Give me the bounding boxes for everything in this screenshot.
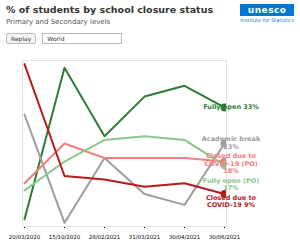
svg-text:Closed due toCOVID-19 9%: Closed due toCOVID-19 9% <box>206 194 257 210</box>
svg-text:20/03/2020: 20/03/2020 <box>9 234 41 240</box>
svg-text:30/06/2021: 30/06/2021 <box>209 234 241 240</box>
html-text:Replay: Replay <box>11 35 32 42</box>
svg-text:31/03/2021: 31/03/2021 <box>129 234 161 240</box>
html-text:% of students by school closur: % of students by school closure status <box>6 4 214 15</box>
html-text:Primary and Secondary levels: Primary and Secondary levels <box>6 18 111 26</box>
html-text:World: World <box>47 35 65 42</box>
svg-text:15/10/2020: 15/10/2020 <box>49 234 81 240</box>
svg-text:28/02/2021: 28/02/2021 <box>89 234 121 240</box>
svg-text:Academic break23%: Academic break23% <box>202 135 261 151</box>
html-text:Institute for Statistics: Institute for Statistics <box>240 17 294 23</box>
svg-text:Fully open 33%: Fully open 33% <box>203 103 259 111</box>
svg-text:Closed due toCOVID-19 (PO)18%: Closed due toCOVID-19 (PO)18% <box>204 152 257 175</box>
svg-text:30/04/2021: 30/04/2021 <box>169 234 201 240</box>
svg-text:Fully open (PO)17%: Fully open (PO)17% <box>203 177 259 193</box>
html-text:unesco: unesco <box>247 5 287 15</box>
